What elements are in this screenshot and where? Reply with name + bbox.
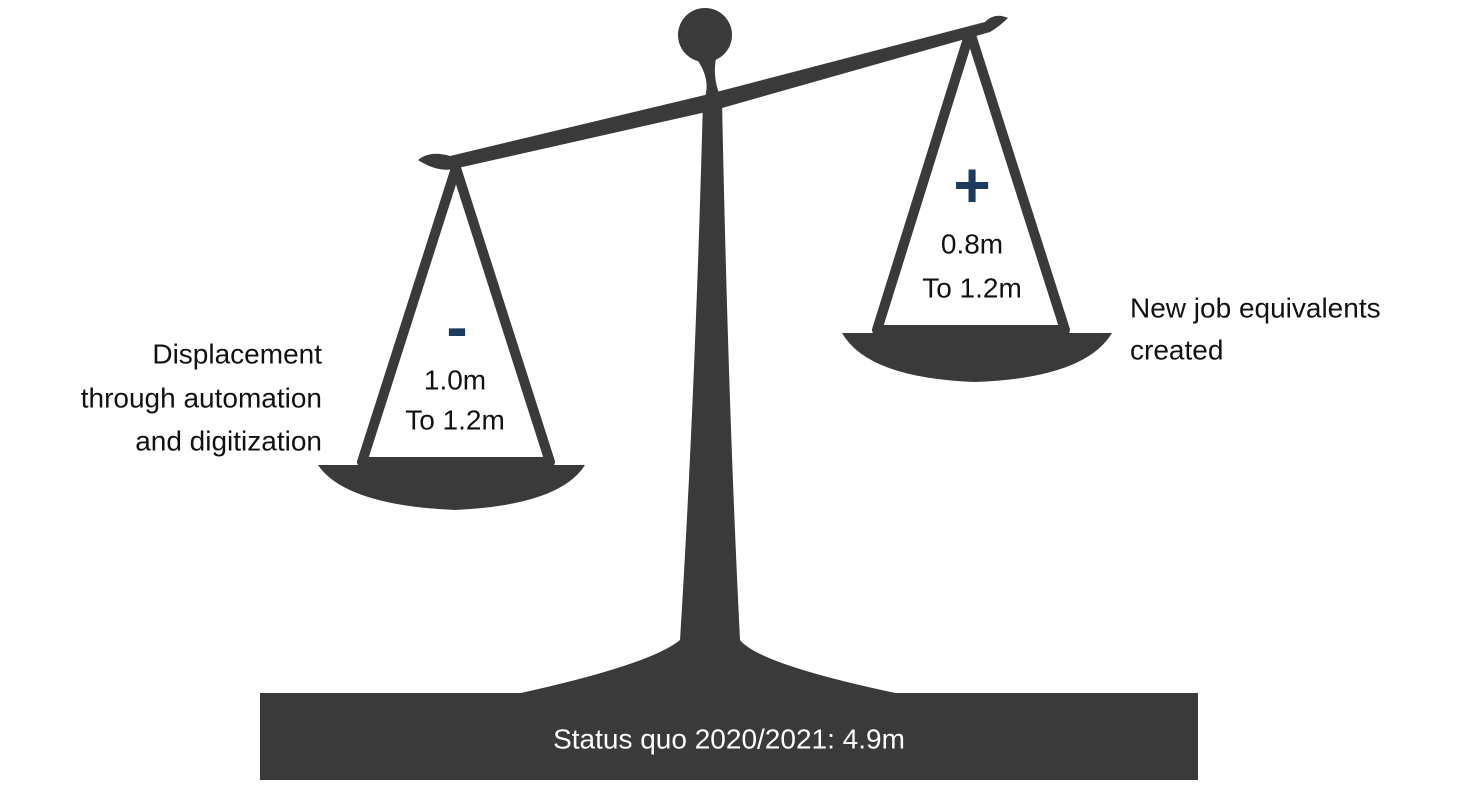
right-value: To 1.2m (922, 272, 1022, 303)
scale-pillar (512, 100, 905, 695)
right-label: created (1130, 334, 1223, 365)
scale-knob (678, 8, 732, 62)
right-label: New job equivalents (1130, 292, 1381, 323)
right-sign: + (953, 149, 990, 221)
right-pan-strings (872, 27, 1070, 335)
right-pan-dish (842, 333, 1112, 382)
base-plate (260, 693, 1198, 780)
left-pan-dish (318, 465, 585, 510)
left-value: To 1.2m (405, 404, 505, 435)
scale-silhouette (318, 8, 1112, 695)
left-value: 1.0m (424, 364, 486, 395)
base-text: Status quo 2020/2021: 4.9m (553, 723, 905, 754)
scale-neck (696, 58, 722, 100)
right-value: 0.8m (941, 228, 1003, 259)
left-label: and digitization (135, 425, 322, 456)
left-sign: - (446, 291, 467, 363)
left-label: Displacement (152, 338, 322, 369)
left-label: through automation (81, 382, 322, 413)
left-pan-strings (357, 163, 555, 467)
scale-beam (418, 15, 1008, 170)
